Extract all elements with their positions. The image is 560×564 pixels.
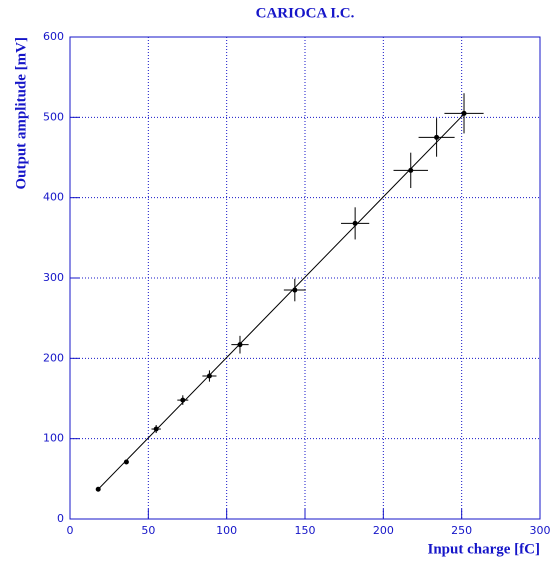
- y-tick-label: 300: [43, 271, 64, 284]
- x-tick-label: 250: [451, 524, 472, 537]
- plot-frame: [69, 36, 541, 520]
- x-tick-label: 300: [530, 524, 551, 537]
- point: [95, 486, 101, 492]
- y-axis-label: Output amplitude [mV]: [13, 37, 29, 190]
- point: [153, 426, 159, 432]
- point: [352, 220, 358, 226]
- point: [292, 287, 298, 293]
- y-tick-label: 0: [57, 512, 64, 525]
- x-axis-label: Input charge [fC]: [428, 541, 541, 557]
- y-tick-label: 100: [43, 432, 64, 445]
- x-tick-label: 150: [295, 524, 316, 537]
- chart-title: CARIOCA I.C.: [256, 5, 355, 21]
- point: [206, 373, 212, 379]
- point: [237, 342, 243, 348]
- point: [180, 397, 186, 403]
- point: [434, 134, 440, 140]
- y-tick-label: 200: [43, 351, 64, 364]
- y-tick-label: 400: [43, 191, 64, 204]
- point: [461, 110, 467, 116]
- point: [408, 167, 414, 173]
- x-tick-label: 50: [141, 524, 155, 537]
- point: [123, 459, 129, 465]
- x-tick-label: 0: [67, 524, 74, 537]
- fit-line: [97, 112, 466, 490]
- y-tick-label: 500: [43, 110, 64, 123]
- x-tick-label: 100: [216, 524, 237, 537]
- x-tick-label: 200: [373, 524, 394, 537]
- y-tick-label: 600: [43, 30, 64, 43]
